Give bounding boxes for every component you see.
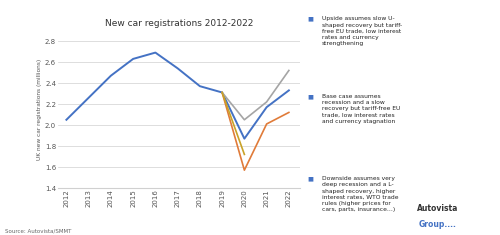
Text: Upside assumes slow U-
shaped recovery but tariff-
free EU trade, low interest
r: Upside assumes slow U- shaped recovery b… [322,16,402,46]
Text: Group....: Group.... [418,220,457,229]
Text: Downside assumes very
deep recession and a L-
shaped recovery, higher
interest r: Downside assumes very deep recession and… [322,176,398,212]
Text: ■: ■ [308,16,314,21]
Text: Source: Autovista/SMMT: Source: Autovista/SMMT [5,229,71,234]
Text: ■: ■ [308,94,314,99]
Y-axis label: UK new car registrations (millions): UK new car registrations (millions) [37,59,42,160]
Title: New car registrations 2012-2022: New car registrations 2012-2022 [104,19,253,28]
Text: Autovista: Autovista [417,204,458,213]
Text: ■: ■ [308,176,314,181]
Text: Base case assumes
recession and a slow
recovery but tariff-free EU
trade, low in: Base case assumes recession and a slow r… [322,94,400,124]
